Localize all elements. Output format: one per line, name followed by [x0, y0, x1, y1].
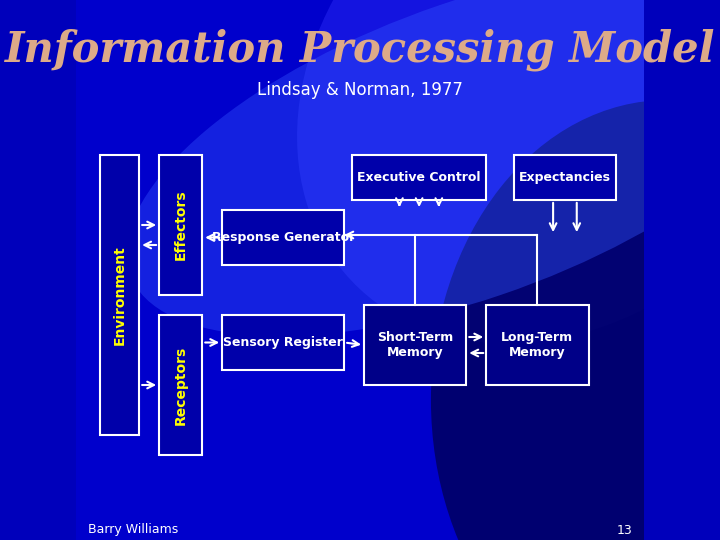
Bar: [222, 315, 344, 370]
Text: Response Generator: Response Generator: [212, 231, 355, 244]
Text: Long-Term
Memory: Long-Term Memory: [501, 331, 573, 359]
Text: 13: 13: [616, 523, 632, 537]
Bar: [486, 305, 588, 385]
Bar: [159, 155, 202, 295]
Bar: [364, 305, 467, 385]
Ellipse shape: [127, 0, 720, 336]
Text: Barry Williams: Barry Williams: [88, 523, 179, 537]
Text: Receptors: Receptors: [174, 346, 188, 424]
Bar: [513, 155, 616, 200]
Text: Lindsay & Norman, 1977: Lindsay & Norman, 1977: [257, 81, 463, 99]
Text: Effectors: Effectors: [174, 190, 188, 260]
Text: Short-Term
Memory: Short-Term Memory: [377, 331, 454, 359]
Text: Expectancies: Expectancies: [519, 171, 611, 184]
Text: Information Processing Model: Information Processing Model: [5, 29, 715, 71]
Bar: [222, 210, 344, 265]
Text: Environment: Environment: [112, 245, 127, 345]
Ellipse shape: [297, 0, 720, 343]
Ellipse shape: [431, 100, 720, 540]
Bar: [100, 155, 139, 435]
Text: Executive Control: Executive Control: [357, 171, 481, 184]
Bar: [352, 155, 486, 200]
Bar: [159, 315, 202, 455]
Text: Sensory Register: Sensory Register: [223, 336, 343, 349]
